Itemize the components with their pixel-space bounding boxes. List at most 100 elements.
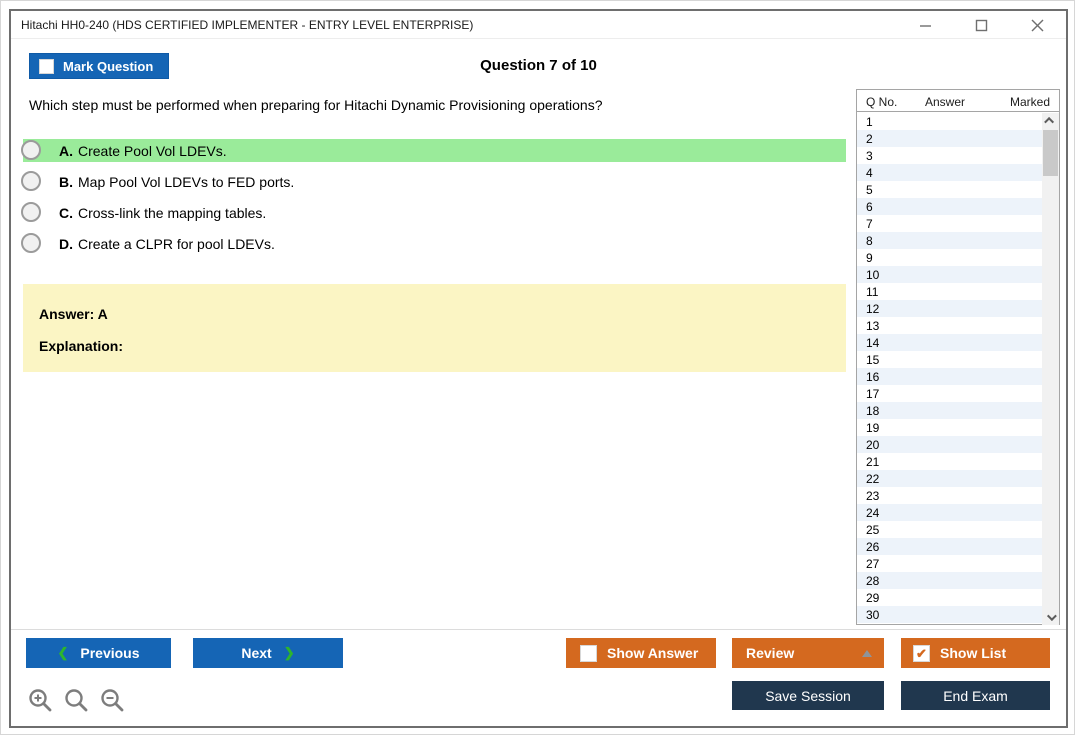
cell bbox=[987, 317, 1010, 334]
chevron-left-icon: ❮ bbox=[57, 645, 69, 660]
question-list-row[interactable]: 15 bbox=[857, 351, 1043, 368]
question-list-row[interactable]: 19 bbox=[857, 419, 1043, 436]
show-answer-checkbox[interactable] bbox=[580, 644, 597, 662]
question-list-row[interactable]: 21 bbox=[857, 453, 1043, 470]
radio-icon[interactable] bbox=[21, 171, 41, 191]
show-list-button[interactable]: ✔ Show List bbox=[901, 638, 1050, 668]
question-list-row[interactable]: 6 bbox=[857, 198, 1043, 215]
question-list-row[interactable]: 1 bbox=[857, 113, 1043, 130]
cell bbox=[915, 232, 987, 249]
close-icon[interactable] bbox=[1026, 14, 1048, 36]
cell bbox=[987, 402, 1010, 419]
cell: 15 bbox=[866, 353, 880, 367]
cell: 1 bbox=[866, 115, 873, 129]
question-list-row[interactable]: 18 bbox=[857, 402, 1043, 419]
question-text: Which step must be performed when prepar… bbox=[29, 97, 603, 113]
question-list-row[interactable]: 27 bbox=[857, 555, 1043, 572]
show-list-label: Show List bbox=[940, 645, 1007, 661]
question-list-row[interactable]: 13 bbox=[857, 317, 1043, 334]
cell bbox=[915, 504, 987, 521]
show-answer-button[interactable]: Show Answer bbox=[566, 638, 716, 668]
cell bbox=[915, 436, 987, 453]
cell bbox=[987, 487, 1010, 504]
cell bbox=[987, 181, 1010, 198]
cell bbox=[915, 113, 987, 130]
question-list-row[interactable]: 20 bbox=[857, 436, 1043, 453]
end-exam-button[interactable]: End Exam bbox=[901, 681, 1050, 710]
mark-question-button[interactable]: Mark Question bbox=[29, 53, 169, 79]
cell: 9 bbox=[866, 251, 873, 265]
question-list-scrollbar[interactable] bbox=[1042, 113, 1059, 625]
question-list-row[interactable]: 9 bbox=[857, 249, 1043, 266]
show-list-checkbox[interactable]: ✔ bbox=[913, 644, 930, 662]
review-button[interactable]: Review bbox=[732, 638, 884, 668]
next-button[interactable]: Next ❯ bbox=[193, 638, 343, 668]
cell bbox=[987, 147, 1010, 164]
option-label: A. Create Pool Vol LDEVs. bbox=[59, 142, 227, 159]
question-counter: Question 7 of 10 bbox=[480, 57, 597, 74]
question-list-row[interactable]: 3 bbox=[857, 147, 1043, 164]
option-row[interactable]: C. Cross-link the mapping tables. bbox=[21, 201, 846, 224]
question-list-row[interactable]: 8 bbox=[857, 232, 1043, 249]
option-label: C. Cross-link the mapping tables. bbox=[59, 204, 267, 221]
cell: 24 bbox=[866, 506, 880, 520]
cell: 3 bbox=[866, 149, 873, 163]
cell bbox=[987, 572, 1010, 589]
question-list-row[interactable]: 24 bbox=[857, 504, 1043, 521]
option-row[interactable]: A. Create Pool Vol LDEVs. bbox=[21, 139, 846, 162]
cell bbox=[915, 470, 987, 487]
window-controls bbox=[914, 11, 1048, 39]
review-label: Review bbox=[746, 645, 795, 661]
cell bbox=[987, 589, 1010, 606]
zoom-in-icon[interactable] bbox=[27, 687, 54, 714]
title-bar: Hitachi HH0-240 (HDS CERTIFIED IMPLEMENT… bbox=[11, 11, 1066, 39]
radio-icon[interactable] bbox=[21, 140, 41, 160]
question-list-row[interactable]: 2 bbox=[857, 130, 1043, 147]
column-qno: Q No. bbox=[866, 95, 898, 109]
cell bbox=[987, 300, 1010, 317]
cell bbox=[987, 606, 1010, 623]
question-list-row[interactable]: 7 bbox=[857, 215, 1043, 232]
question-list-row[interactable]: 28 bbox=[857, 572, 1043, 589]
cell: 2 bbox=[866, 132, 873, 146]
question-list-body: 1 2 3 4 5 6 7 8 9 10 11 12 13 14 15 16 17 18 19 20 21 22 23 24 2… bbox=[857, 113, 1043, 624]
app-window: Hitachi HH0-240 (HDS CERTIFIED IMPLEMENT… bbox=[9, 9, 1068, 728]
zoom-reset-icon[interactable] bbox=[63, 687, 90, 714]
scrollbar-thumb[interactable] bbox=[1043, 130, 1058, 176]
question-list-row[interactable]: 26 bbox=[857, 538, 1043, 555]
save-session-button[interactable]: Save Session bbox=[732, 681, 884, 710]
scroll-down-icon[interactable] bbox=[1042, 610, 1059, 625]
question-list-row[interactable]: 14 bbox=[857, 334, 1043, 351]
option-row[interactable]: D. Create a CLPR for pool LDEVs. bbox=[21, 232, 846, 255]
question-list-row[interactable]: 10 bbox=[857, 266, 1043, 283]
question-list-row[interactable]: 12 bbox=[857, 300, 1043, 317]
save-session-label: Save Session bbox=[765, 687, 851, 704]
cell bbox=[915, 385, 987, 402]
cell: 27 bbox=[866, 557, 880, 571]
question-list-row[interactable]: 22 bbox=[857, 470, 1043, 487]
cell bbox=[915, 419, 987, 436]
question-list-row[interactable]: 29 bbox=[857, 589, 1043, 606]
question-list-row[interactable]: 30 bbox=[857, 606, 1043, 623]
zoom-out-icon[interactable] bbox=[99, 687, 126, 714]
question-list-row[interactable]: 4 bbox=[857, 164, 1043, 181]
question-list-row[interactable]: 16 bbox=[857, 368, 1043, 385]
radio-icon[interactable] bbox=[21, 233, 41, 253]
radio-icon[interactable] bbox=[21, 202, 41, 222]
cell bbox=[987, 419, 1010, 436]
minimize-icon[interactable] bbox=[914, 14, 936, 36]
cell bbox=[915, 130, 987, 147]
triangle-up-icon bbox=[862, 650, 872, 657]
question-list-row[interactable]: 11 bbox=[857, 283, 1043, 300]
question-list-row[interactable]: 25 bbox=[857, 521, 1043, 538]
previous-button[interactable]: ❮ Previous bbox=[26, 638, 171, 668]
maximize-icon[interactable] bbox=[970, 14, 992, 36]
option-row[interactable]: B. Map Pool Vol LDEVs to FED ports. bbox=[21, 170, 846, 193]
cell bbox=[987, 130, 1010, 147]
scroll-up-icon[interactable] bbox=[1042, 113, 1059, 128]
question-list-row[interactable]: 23 bbox=[857, 487, 1043, 504]
question-list-row[interactable]: 17 bbox=[857, 385, 1043, 402]
question-list-row[interactable]: 5 bbox=[857, 181, 1043, 198]
cell bbox=[987, 283, 1010, 300]
mark-question-checkbox[interactable] bbox=[39, 58, 54, 74]
